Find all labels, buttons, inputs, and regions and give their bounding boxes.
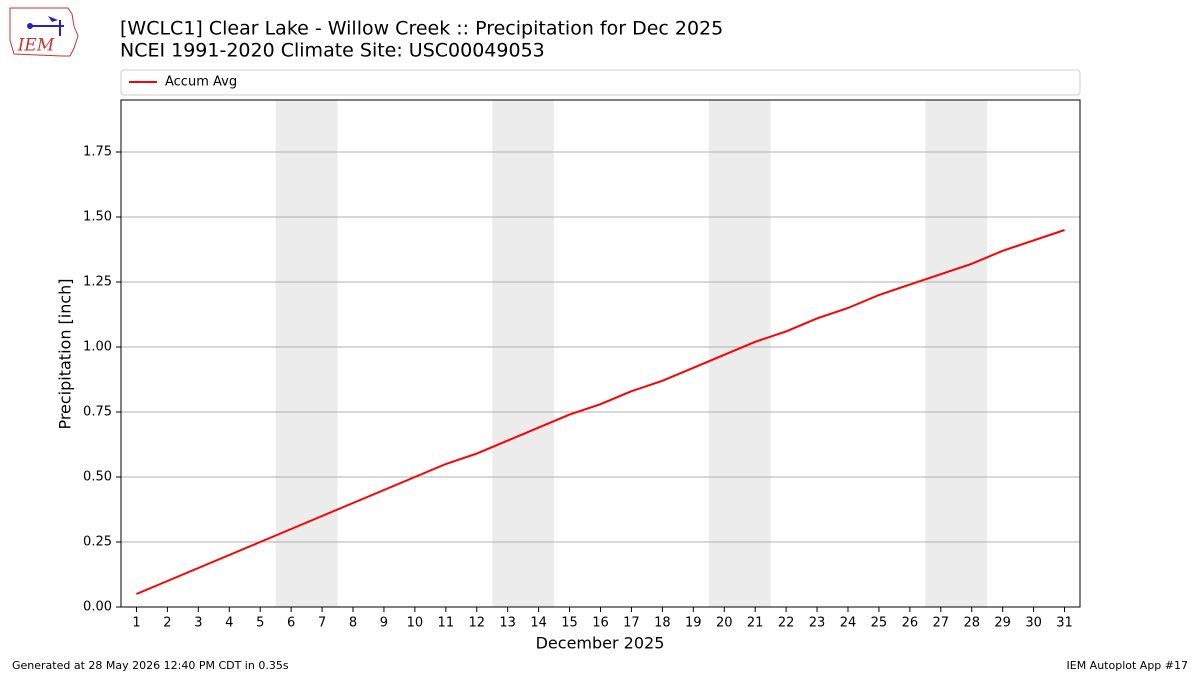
- y-tick-label: 0.50: [83, 470, 112, 485]
- logo: IEM: [9, 7, 79, 57]
- x-tick-label: 19: [685, 616, 702, 631]
- weekend-shade: [708, 100, 771, 607]
- x-axis-label: December 2025: [536, 634, 665, 653]
- x-tick-label: 14: [530, 616, 547, 631]
- y-tick-label: 0.75: [83, 405, 112, 420]
- x-tick-label: 27: [933, 616, 950, 631]
- x-tick-label: 4: [225, 616, 233, 631]
- x-tick-label: 13: [499, 616, 516, 631]
- x-tick-label: 15: [561, 616, 578, 631]
- x-tick-label: 11: [438, 616, 455, 631]
- legend-label: Accum Avg: [165, 75, 237, 90]
- x-tick-label: 1: [132, 616, 140, 631]
- y-tick-label: 0.00: [83, 600, 112, 615]
- x-tick-label: 22: [778, 616, 795, 631]
- x-tick-label: 9: [380, 616, 388, 631]
- x-tick-label: 30: [1025, 616, 1042, 631]
- logo-text: IEM: [17, 36, 55, 56]
- x-tick-label: 26: [902, 616, 919, 631]
- x-tick-label: 3: [194, 616, 202, 631]
- y-tick-label: 0.25: [83, 535, 112, 550]
- y-axis-label: Precipitation [inch]: [56, 278, 75, 429]
- x-tick-label: 18: [654, 616, 671, 631]
- y-tick-label: 1.75: [83, 145, 112, 160]
- footer-right: IEM Autoplot App #17: [1067, 659, 1189, 672]
- chart-title: [WCLC1] Clear Lake - Willow Creek :: Pre…: [120, 18, 723, 40]
- legend-box: [120, 69, 1081, 96]
- plot-frame: [120, 99, 1081, 608]
- y-tick-label: 1.25: [83, 275, 112, 290]
- x-tick-label: 23: [809, 616, 826, 631]
- x-tick-label: 8: [349, 616, 357, 631]
- weekend-shade: [492, 100, 555, 607]
- x-tick-label: 20: [716, 616, 733, 631]
- x-tick-label: 10: [407, 616, 424, 631]
- x-tick-label: 29: [994, 616, 1011, 631]
- x-tick-label: 12: [468, 616, 485, 631]
- x-tick-label: 6: [287, 616, 295, 631]
- y-tick-label: 1.00: [83, 340, 112, 355]
- weekend-shade: [925, 100, 988, 607]
- x-tick-label: 21: [747, 616, 764, 631]
- x-tick-label: 5: [256, 616, 264, 631]
- x-tick-label: 2: [163, 616, 171, 631]
- x-tick-label: 24: [840, 616, 857, 631]
- x-tick-label: 7: [318, 616, 326, 631]
- x-tick-label: 17: [623, 616, 640, 631]
- x-tick-label: 16: [592, 616, 609, 631]
- series-line: [136, 229, 1065, 595]
- footer-left: Generated at 28 May 2026 12:40 PM CDT in…: [12, 659, 289, 672]
- x-tick-label: 31: [1056, 616, 1073, 631]
- x-tick-label: 25: [871, 616, 888, 631]
- x-tick-label: 28: [963, 616, 980, 631]
- chart-subtitle: NCEI 1991-2020 Climate Site: USC00049053: [120, 40, 545, 62]
- y-tick-label: 1.50: [83, 210, 112, 225]
